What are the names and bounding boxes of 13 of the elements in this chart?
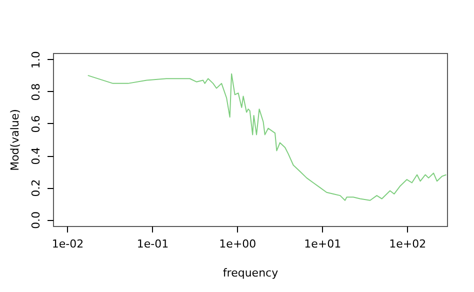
y-axis-title: Mod(value) bbox=[8, 109, 22, 171]
x-tick-label: 1e+00 bbox=[219, 238, 256, 250]
x-tick-label: 1e-01 bbox=[136, 238, 169, 250]
x-axis-title: frequency bbox=[222, 266, 279, 280]
y-tick-label: 0.0 bbox=[30, 211, 42, 229]
y-tick-label: 0.2 bbox=[30, 179, 42, 197]
y-tick-label: 0.4 bbox=[30, 147, 42, 165]
y-tick-label: 1.0 bbox=[30, 51, 42, 69]
y-tick-label: 0.6 bbox=[30, 115, 42, 133]
x-tick-label: 1e-02 bbox=[52, 238, 84, 250]
x-tick-label: 1e+01 bbox=[304, 238, 342, 250]
x-tick-label: 1e+02 bbox=[389, 238, 426, 250]
y-tick-label: 0.8 bbox=[30, 83, 42, 101]
